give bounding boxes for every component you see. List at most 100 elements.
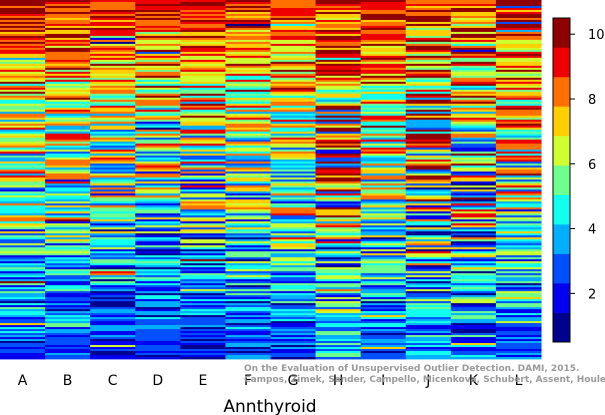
heatmap-cell [360, 239, 407, 242]
heatmap-cell [495, 71, 542, 75]
heatmap-cell [405, 143, 452, 146]
heatmap-cell [405, 307, 452, 310]
heatmap-cell [495, 157, 542, 160]
heatmap-cell [495, 31, 542, 35]
colorbar-segment [553, 283, 570, 313]
heatmap-cell [45, 215, 91, 218]
heatmap-cell [180, 333, 226, 336]
heatmap-cell [90, 95, 136, 99]
heatmap-cell [45, 211, 91, 214]
heatmap-cell [180, 81, 226, 85]
heatmap-cell [495, 29, 542, 33]
heatmap-cell [450, 111, 497, 115]
heatmap-cell [450, 71, 497, 75]
heatmap-cell [315, 353, 362, 356]
heatmap-cell [135, 143, 181, 146]
heatmap-cell [270, 89, 317, 93]
heatmap-cell [180, 203, 226, 206]
heatmap-cell [90, 319, 136, 322]
heatmap-cell [45, 113, 91, 117]
heatmap-cell [270, 53, 317, 57]
heatmap-cell [225, 239, 271, 242]
heatmap-cell [135, 341, 181, 344]
heatmap-cell [180, 351, 226, 354]
heatmap-cell [135, 95, 181, 99]
heatmap-cell [495, 347, 542, 350]
heatmap-cell [135, 193, 181, 196]
heatmap-cell [225, 61, 271, 65]
heatmap-cell [45, 1, 91, 5]
heatmap-cell [360, 73, 407, 77]
heatmap-cell [0, 67, 46, 71]
heatmap-cell [270, 17, 317, 21]
heatmap-cell [450, 291, 497, 294]
heatmap-cell [360, 65, 407, 69]
heatmap-cell [90, 105, 136, 109]
heatmap-cell [495, 173, 542, 176]
heatmap-cell [135, 353, 181, 356]
heatmap-cell [90, 325, 136, 328]
heatmap-cell [135, 319, 181, 322]
heatmap-cell [180, 311, 226, 314]
heatmap-cell [495, 195, 542, 198]
heatmap-cell [450, 149, 497, 152]
heatmap-cell [90, 289, 136, 292]
heatmap-cell [315, 95, 362, 99]
heatmap-cell [270, 323, 317, 326]
heatmap-column-H [315, 0, 362, 360]
heatmap-cell [45, 341, 91, 344]
heatmap-cell [360, 113, 407, 117]
heatmap-cell [0, 53, 46, 57]
heatmap-cell [90, 315, 136, 318]
heatmap-cell [225, 147, 271, 150]
heatmap-cell [135, 87, 181, 91]
heatmap-cell [315, 185, 362, 188]
heatmap-cell [90, 177, 136, 180]
heatmap-cell [270, 207, 317, 210]
heatmap-cell [90, 339, 136, 342]
heatmap-cell [0, 273, 46, 276]
heatmap-cell [90, 87, 136, 91]
heatmap-cell [90, 161, 136, 164]
heatmap-cell [315, 113, 362, 117]
heatmap-cell [405, 329, 452, 332]
heatmap-cell [405, 211, 452, 214]
heatmap-cell [135, 93, 181, 97]
heatmap-cell [180, 47, 226, 51]
heatmap-cell [225, 45, 271, 49]
heatmap-cell [405, 327, 452, 330]
heatmap-cell [225, 233, 271, 236]
heatmap-cell [405, 67, 452, 71]
heatmap-cell [315, 129, 362, 133]
heatmap-cell [180, 23, 226, 27]
heatmap-cell [495, 231, 542, 234]
heatmap-cell [0, 13, 46, 17]
heatmap-cell [450, 285, 497, 288]
heatmap-cell [450, 309, 497, 312]
heatmap-cell [0, 141, 46, 144]
heatmap-cell [315, 339, 362, 342]
heatmap-cell [90, 107, 136, 111]
heatmap-cell [495, 27, 542, 31]
heatmap-cell [180, 29, 226, 33]
heatmap-cell [135, 119, 181, 123]
heatmap-cell [405, 77, 452, 81]
heatmap-cell [450, 151, 497, 154]
heatmap-cell [270, 51, 317, 55]
heatmap-cell [45, 265, 91, 268]
heatmap-cell [315, 347, 362, 350]
heatmap-cell [450, 135, 497, 139]
heatmap-cell [45, 193, 91, 196]
heatmap-cell [495, 9, 542, 13]
heatmap-cell [135, 309, 181, 312]
heatmap-cell [450, 159, 497, 162]
heatmap-cell [45, 303, 91, 306]
heatmap-cell [180, 147, 226, 150]
heatmap-cell [315, 173, 362, 176]
heatmap-cell [180, 175, 226, 178]
heatmap-cell [0, 239, 46, 242]
heatmap-cell [0, 269, 46, 272]
heatmap-cell [315, 223, 362, 226]
heatmap-cell [270, 105, 317, 109]
heatmap-cell [45, 159, 91, 162]
